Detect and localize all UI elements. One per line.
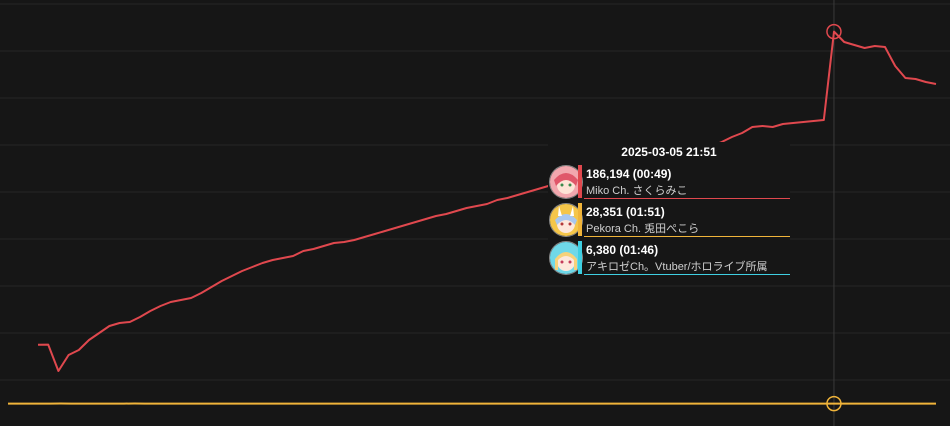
- hover-markers: [826, 23, 842, 412]
- tooltip-title: 2025-03-05 21:51: [621, 145, 717, 159]
- tooltip-row-miko: 186,194 (00:49) Miko Ch. さくらみこ: [548, 162, 790, 199]
- pekora-color-badge: [578, 203, 582, 236]
- tooltip-channel-name: Miko Ch. さくらみこ: [586, 185, 688, 197]
- series-line-0: [37, 30, 937, 372]
- pekora-avatar-icon: [549, 203, 583, 237]
- tooltip-channel-name: アキロゼCh。Vtuber/ホロライブ所属: [586, 261, 768, 273]
- tooltip-channel-name: Pekora Ch. 兎田ぺこら: [586, 223, 700, 235]
- series-layer: [8, 30, 937, 405]
- tooltip-time: (01:46): [619, 243, 659, 257]
- tooltip-row-akirose: 6,380 (01:46) アキロゼCh。Vtuber/ホロライブ所属: [548, 238, 790, 275]
- tooltip-row-underline: [584, 236, 790, 237]
- tooltip-row-underline: [584, 274, 790, 275]
- hover-marker-0: [826, 23, 842, 40]
- miko-avatar-icon: [549, 165, 583, 199]
- tooltip-time: (01:51): [626, 205, 665, 219]
- hover-marker-1: [826, 395, 842, 412]
- tooltip-value: 6,380: [586, 243, 617, 257]
- miko-color-badge: [578, 165, 582, 198]
- tooltip-row-underline: [584, 198, 790, 199]
- tooltip-value: 186,194: [586, 167, 630, 181]
- gridlines: [0, 3, 950, 381]
- akirose-color-badge: [578, 241, 582, 274]
- tooltip-value: 28,351: [586, 205, 623, 219]
- tooltip-time: (00:49): [632, 167, 672, 181]
- tooltip-row-pekora: 28,351 (01:51) Pekora Ch. 兎田ぺこら: [548, 200, 790, 237]
- tooltip: 2025-03-05 21:51 186,194 (00:49) Miko Ch…: [548, 142, 790, 276]
- akirose-avatar-icon: [549, 241, 583, 275]
